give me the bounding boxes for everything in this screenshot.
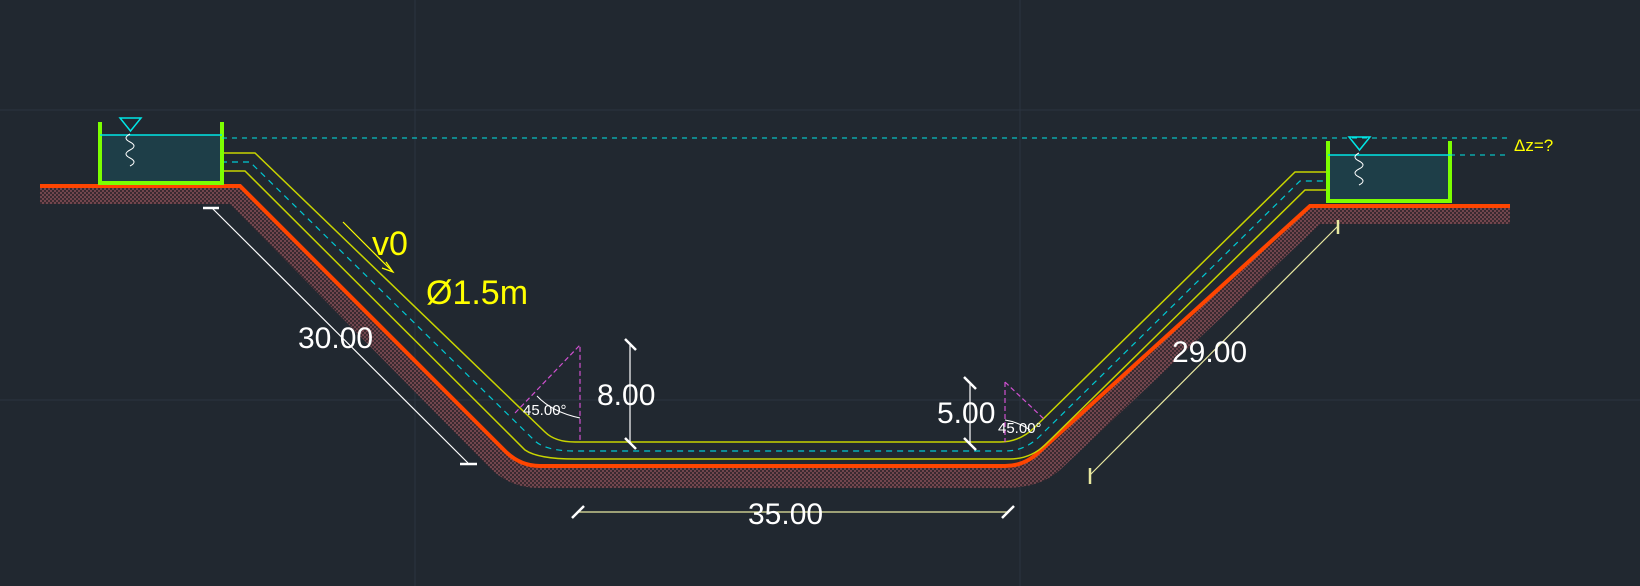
- pipe-upper-wall: [221, 152, 1328, 443]
- left-drop-dimension: [624, 338, 637, 450]
- left-slope-dimension: [203, 206, 477, 466]
- right-drop-dimension: [963, 376, 977, 451]
- left-angle-value: 45.00°: [523, 402, 567, 419]
- right-drop-value: 5.00: [937, 397, 995, 430]
- right-angle-value: 45.00°: [998, 420, 1042, 437]
- right-angle-marker: [1004, 381, 1046, 442]
- water-level-icon: [118, 117, 143, 133]
- right-reservoir: [1326, 136, 1452, 203]
- velocity-arrow: [342, 221, 395, 274]
- ground-hatch: [40, 186, 1510, 488]
- ground-line: [40, 184, 1510, 468]
- left-drop-value: 8.00: [597, 379, 655, 412]
- delta-z-label: Δz=?: [1514, 136, 1553, 155]
- diameter-label: Ø1.5m: [426, 274, 528, 312]
- water-level-icon: [1347, 136, 1372, 152]
- bottom-length: 35.00: [748, 498, 823, 531]
- left-slope-length: 30.00: [298, 322, 373, 355]
- left-angle-marker: [514, 343, 581, 442]
- velocity-label: v0: [372, 225, 408, 263]
- right-slope-dimension: [1088, 220, 1340, 484]
- pipe-lower-wall: [221, 170, 1328, 460]
- bottom-dimension: [571, 505, 1015, 519]
- right-slope-length: 29.00: [1172, 336, 1247, 369]
- pipe-centerline: [221, 161, 1328, 452]
- left-reservoir: [98, 117, 224, 185]
